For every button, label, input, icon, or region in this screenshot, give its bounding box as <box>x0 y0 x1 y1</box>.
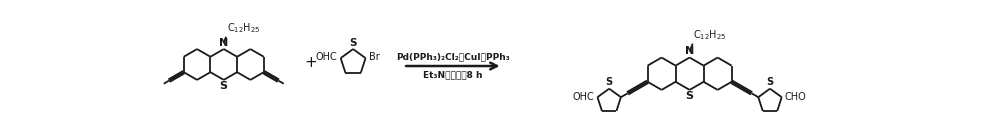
Text: N: N <box>685 46 694 56</box>
Text: +: + <box>304 55 317 70</box>
Text: S: S <box>349 38 357 47</box>
Text: S: S <box>220 81 228 91</box>
Text: S: S <box>766 77 774 87</box>
Text: S: S <box>606 77 613 87</box>
Text: N: N <box>219 38 228 47</box>
Text: Br: Br <box>369 52 380 62</box>
Text: C$_{12}$H$_{25}$: C$_{12}$H$_{25}$ <box>693 28 727 42</box>
Text: Pd(PPh₃)₂Cl₂，CuI，PPh₃: Pd(PPh₃)₂Cl₂，CuI，PPh₃ <box>396 52 510 61</box>
Text: OHC: OHC <box>315 52 337 62</box>
Text: C$_{12}$H$_{25}$: C$_{12}$H$_{25}$ <box>227 21 260 35</box>
Text: CHO: CHO <box>785 92 807 102</box>
Text: S: S <box>686 91 694 101</box>
Text: OHC: OHC <box>573 92 594 102</box>
Text: Et₃N，回流，8 h: Et₃N，回流，8 h <box>423 71 483 80</box>
